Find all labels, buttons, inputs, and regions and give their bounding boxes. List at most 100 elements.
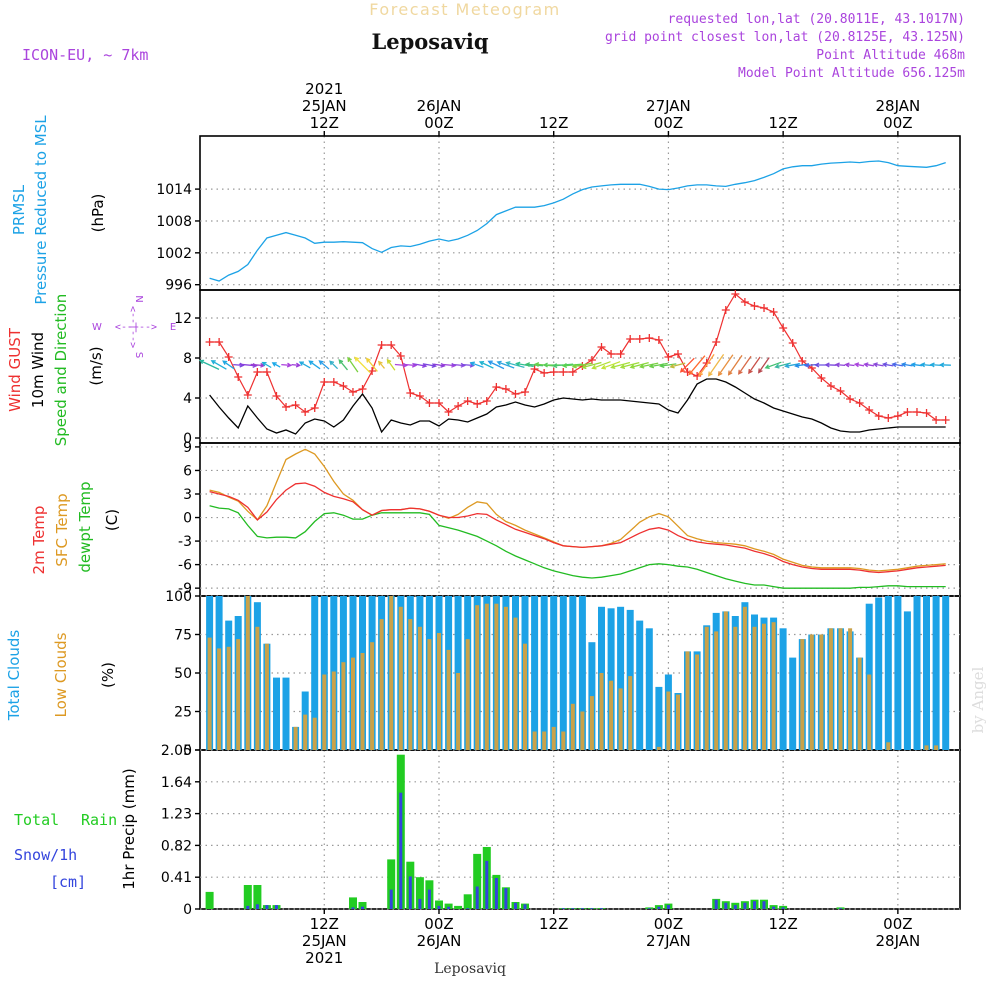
wind-label: 10m Wind <box>29 332 47 408</box>
snow-bar <box>514 902 517 909</box>
gust-point <box>406 389 415 397</box>
y-tick-label: 100 <box>165 589 192 605</box>
y-tick-label: 0 <box>183 902 192 918</box>
gust-point <box>912 408 921 416</box>
wind-direction-arrow <box>900 362 913 368</box>
gust-point <box>282 403 291 411</box>
top-axis-label: 25JAN <box>302 97 347 115</box>
low-cloud-bar <box>666 691 671 750</box>
wind-direction-arrow <box>844 362 855 368</box>
total-cloud-bar <box>311 596 319 750</box>
low-cloud-bar <box>475 605 480 750</box>
y-tick-label: 3 <box>183 487 192 503</box>
gust-point <box>387 341 396 349</box>
rain-bar <box>473 853 482 909</box>
snow-bar <box>475 886 479 909</box>
low-cloud-bar <box>762 623 766 750</box>
wind-direction-arrow <box>688 355 706 376</box>
total-label: Total <box>14 811 59 829</box>
bottom-axis-label: 00Z <box>424 915 453 933</box>
y-tick-label: 8 <box>183 351 192 367</box>
gust-point <box>339 382 348 390</box>
low-cloud-bar <box>207 637 212 750</box>
gust-point <box>874 412 883 420</box>
rain-bar <box>253 885 262 909</box>
gust-point <box>922 409 931 417</box>
total-cloud-bar <box>942 596 950 750</box>
wind-direction-arrow <box>524 362 544 368</box>
top-axis-label: 12Z <box>310 114 339 132</box>
total-cloud-bar <box>636 620 644 750</box>
gust-point <box>396 352 405 360</box>
gust-point <box>654 336 663 344</box>
gust-point <box>492 383 501 391</box>
gust-point <box>540 369 549 377</box>
wind-direction-arrow <box>824 362 837 368</box>
snow-bar <box>590 908 594 909</box>
gust-point <box>234 373 243 381</box>
y-tick-label: 4 <box>183 391 192 407</box>
total-cloud-bar <box>932 596 940 750</box>
wind-direction-arrow <box>561 363 583 369</box>
panel-frame <box>199 135 961 291</box>
wind-direction-arrow <box>610 361 631 370</box>
gust-point <box>826 382 835 390</box>
wind-direction-arrow <box>764 361 782 370</box>
snow-bar <box>600 908 603 909</box>
gust-point <box>301 408 310 416</box>
snow-bar <box>733 905 737 909</box>
top-axis-label: 12Z <box>768 114 797 132</box>
gust-point <box>626 335 635 343</box>
snow-bar <box>647 908 651 909</box>
snow-bar <box>504 888 508 909</box>
gust-point <box>836 387 845 395</box>
total-cloud-bar <box>903 611 911 750</box>
gust-point <box>769 308 778 316</box>
gust-point <box>272 392 281 400</box>
rain-bar <box>444 903 453 909</box>
top-axis-label: 00Z <box>654 114 683 132</box>
low-cloud-bar <box>685 651 690 750</box>
gust-point <box>712 338 721 346</box>
wind-direction-arrow <box>377 360 385 369</box>
gust-point <box>215 338 224 346</box>
wind-direction-arrow <box>591 361 611 370</box>
y-tick-label: -6 <box>178 558 192 574</box>
y-tick-label: 0.82 <box>161 838 192 854</box>
gust-point <box>855 399 864 407</box>
gust-point <box>740 298 749 306</box>
gust-point <box>635 335 644 343</box>
panel-labels: PRMSL Pressure Reduced to MSL (hPa) Wind GU… <box>5 115 176 891</box>
low-cloud-bar <box>800 639 805 750</box>
total-cloud-bar <box>884 596 892 750</box>
snow-bar <box>753 901 756 909</box>
total-clouds-label: Total Clouds <box>5 630 23 722</box>
low-cloud-bar <box>456 673 461 750</box>
low-cloud-bar <box>360 653 365 750</box>
bottom-axis-label: 00Z <box>654 915 683 933</box>
gust-point <box>415 392 424 400</box>
wind-direction-arrow <box>717 354 734 377</box>
y-tick-label: 75 <box>174 628 192 644</box>
dewpt-temp-label: dewpt Temp <box>76 481 94 572</box>
wind-direction-arrow <box>669 362 686 369</box>
wind-direction-arrow <box>281 362 293 368</box>
y-tick-label: 1014 <box>156 182 192 198</box>
low-cloud-bar <box>293 726 298 750</box>
rain-label: Rain <box>81 811 117 829</box>
gust-point <box>530 365 539 373</box>
bottom-axis-label: 12Z <box>310 915 339 933</box>
low-cloud-bar <box>331 671 336 750</box>
wind-direction-arrow <box>727 355 743 376</box>
rain-bar <box>454 905 463 909</box>
gust-point <box>788 339 797 347</box>
snow-bar <box>762 901 766 909</box>
wind-direction-arrow <box>423 363 437 369</box>
y-tick-label: 25 <box>174 705 192 721</box>
gust-point <box>893 412 902 420</box>
gust-point <box>329 378 338 386</box>
gust-point <box>798 357 807 365</box>
pressure-label-long: Pressure Reduced to MSL <box>32 115 50 305</box>
gust-point <box>243 391 252 399</box>
